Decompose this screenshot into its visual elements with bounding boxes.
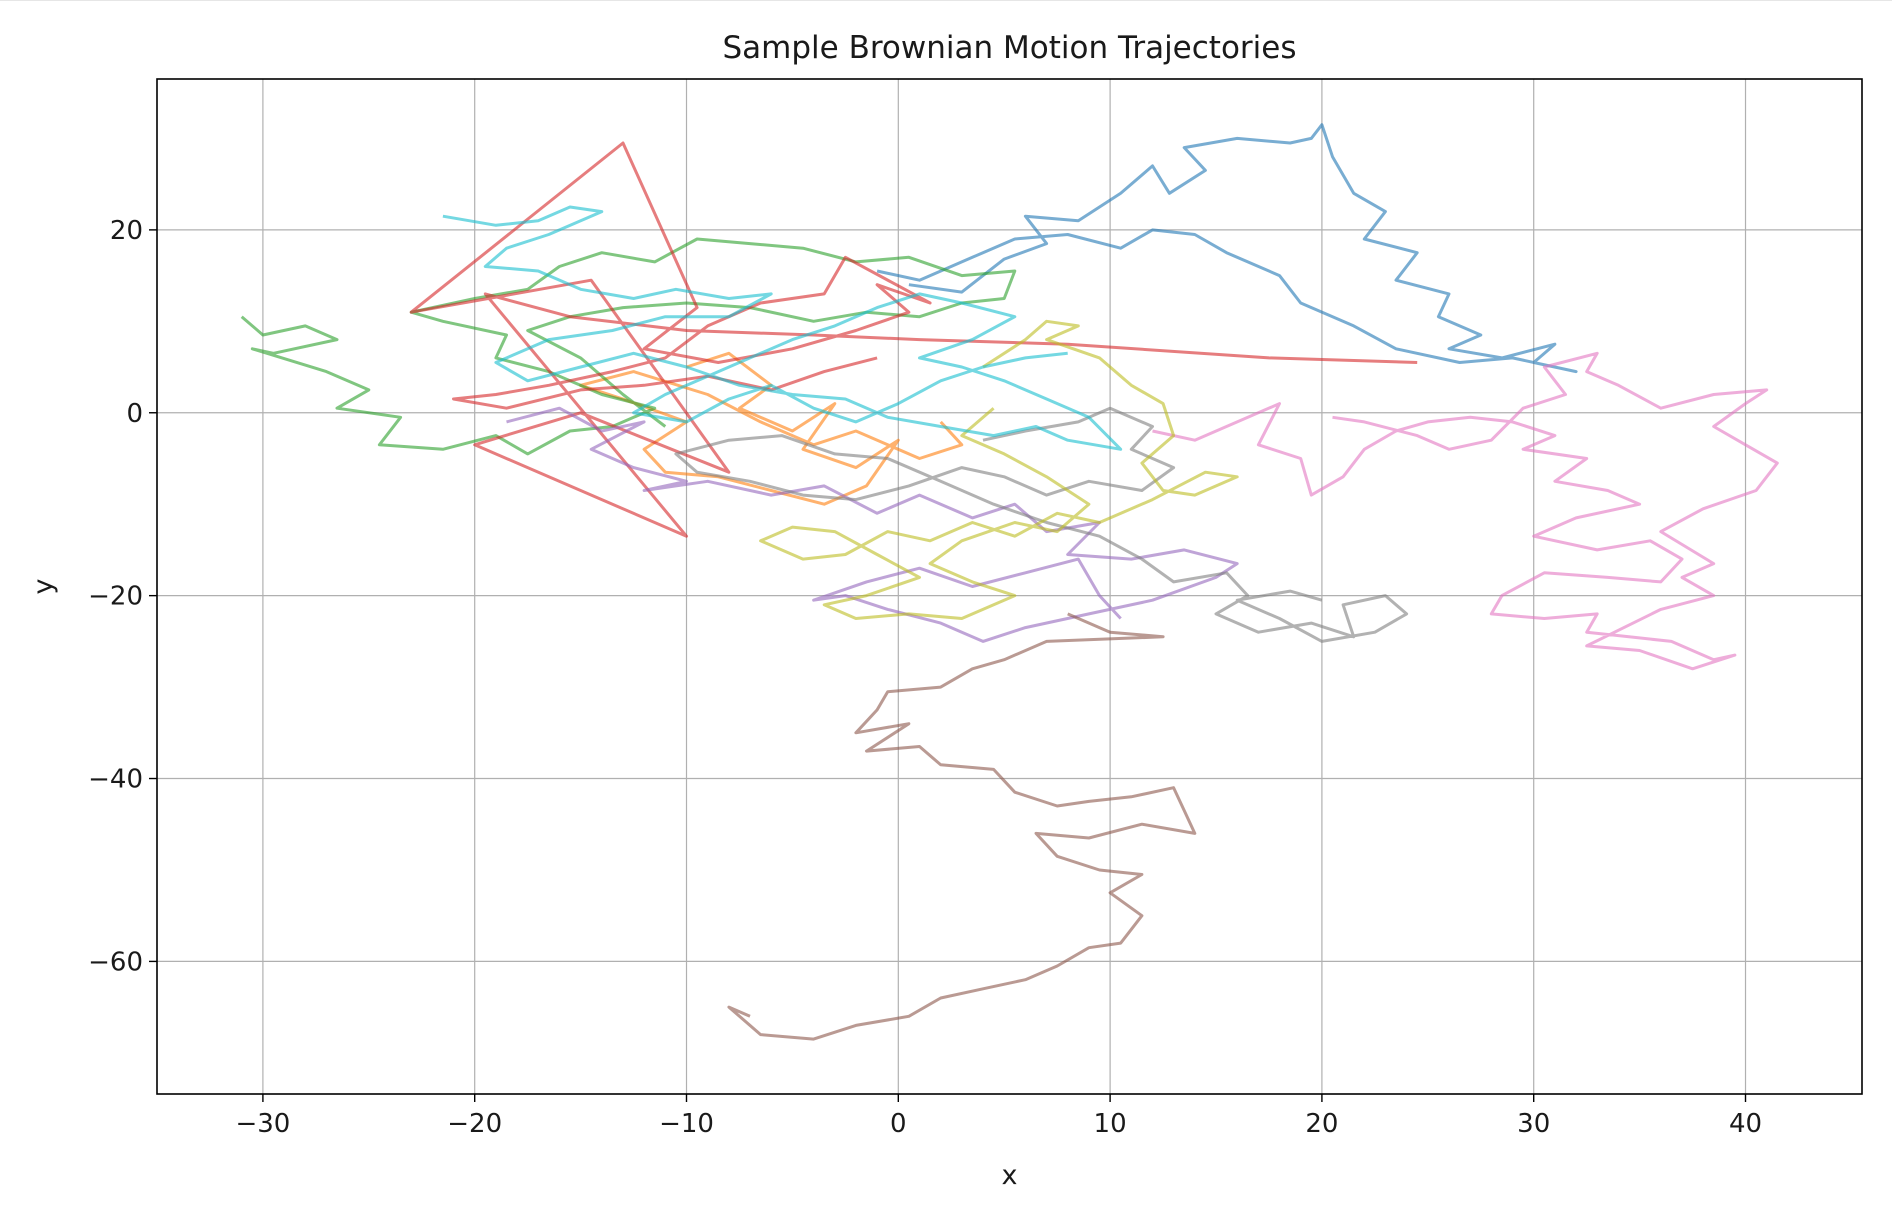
trajectory-line-5 <box>506 406 1239 643</box>
x-tick-label: −30 <box>235 1109 290 1139</box>
axis-ticks: −30 −20 −10 0 10 20 30 40 −60 −40 −20 0 20 <box>88 216 1762 1139</box>
trajectory-line-10 <box>442 205 1123 451</box>
plot-area-frame <box>156 78 1863 1095</box>
x-tick-label: −20 <box>447 1109 502 1139</box>
y-tick-label: −40 <box>88 765 143 795</box>
trajectory-line-8 <box>674 406 1409 643</box>
trajectory-line-1 <box>876 123 1578 374</box>
chart-title: Sample Brownian Motion Trajectories <box>723 30 1297 66</box>
trajectory-line-7 <box>1152 351 1779 671</box>
y-axis-label: y <box>28 578 59 594</box>
trajectory-lines <box>240 123 1779 1041</box>
x-axis-label: x <box>1002 1160 1018 1191</box>
trajectory-line-3 <box>240 237 1017 456</box>
x-tick-label: 30 <box>1517 1109 1550 1139</box>
top-border <box>0 0 1892 1</box>
trajectory-line-6 <box>727 612 1197 1041</box>
grid-lines <box>157 79 1862 1094</box>
y-tick-label: −20 <box>88 582 143 612</box>
trajectory-line-2 <box>579 351 964 506</box>
y-tick-label: 0 <box>126 399 143 429</box>
x-tick-label: −10 <box>659 1109 714 1139</box>
y-tick-label: 20 <box>110 216 143 246</box>
y-tick-label: −60 <box>88 947 143 977</box>
x-tick-label: 10 <box>1094 1109 1127 1139</box>
x-tick-label: 40 <box>1729 1109 1762 1139</box>
x-tick-label: 0 <box>890 1109 907 1139</box>
trajectory-line-9 <box>759 319 1239 620</box>
x-tick-label: 20 <box>1305 1109 1338 1139</box>
trajectory-line-4 <box>409 141 1418 538</box>
